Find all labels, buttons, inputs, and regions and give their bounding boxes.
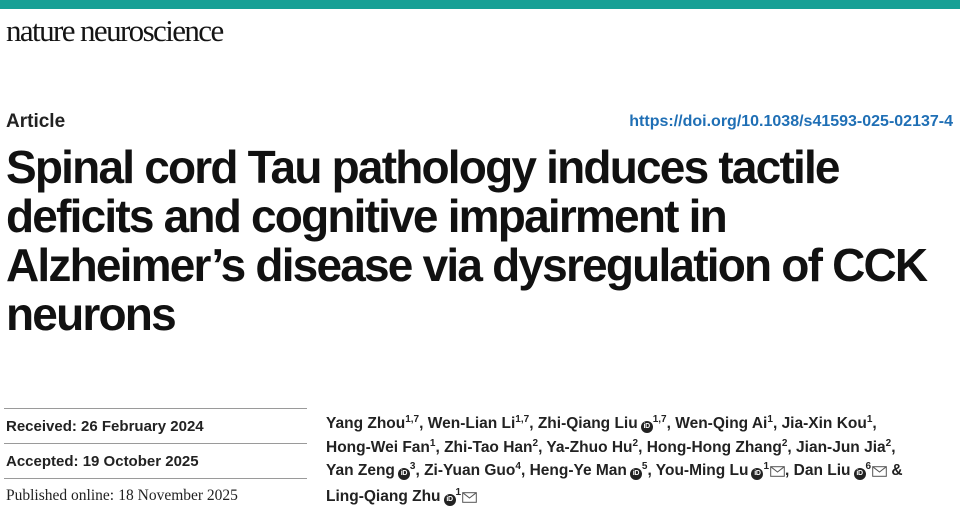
article-type: Article bbox=[6, 111, 66, 132]
envelope-icon[interactable] bbox=[770, 461, 785, 485]
affiliation-superscript: 1 bbox=[763, 460, 770, 472]
affiliation-superscript: 1 bbox=[866, 413, 873, 425]
journal-accent-bar bbox=[0, 0, 960, 9]
author-name[interactable]: Jian-Jun Jia2 bbox=[796, 437, 892, 456]
affiliation-superscript: 4 bbox=[515, 460, 521, 472]
affiliation-superscript: 5 bbox=[641, 460, 648, 472]
author-name[interactable]: Zhi-Qiang Liu iD1,7 bbox=[537, 413, 667, 433]
orcid-icon[interactable]: iD bbox=[629, 468, 642, 480]
author-name[interactable]: Hong-Wei Fan1 bbox=[326, 437, 436, 456]
author-name[interactable]: Yang Zhou1,7 bbox=[326, 413, 420, 432]
orcid-icon[interactable]: iD bbox=[443, 493, 456, 506]
orcid-icon[interactable]: iD bbox=[751, 468, 764, 480]
affiliation-superscript: 1,7 bbox=[652, 413, 667, 425]
author-name[interactable]: Wen-Qing Ai1 bbox=[675, 413, 773, 432]
author-name[interactable]: Zhi-Tao Han2 bbox=[444, 437, 539, 456]
envelope-icon[interactable] bbox=[872, 461, 887, 485]
affiliation-superscript: 1,7 bbox=[405, 413, 420, 425]
author-list: Yang Zhou1,7, Wen-Lian Li1,7, Zhi-Qiang … bbox=[326, 412, 956, 510]
received-date: Received: 26 February 2024 bbox=[4, 408, 307, 443]
author-name[interactable]: You-Ming Lu iD1 bbox=[656, 460, 785, 480]
author-name[interactable]: Ling-Qiang Zhu iD1 bbox=[326, 486, 477, 506]
envelope-icon[interactable] bbox=[462, 487, 477, 511]
author-name[interactable]: Zi-Yuan Guo4 bbox=[424, 460, 521, 479]
published-date: Published online: 18 November 2025 bbox=[4, 478, 307, 513]
author-name[interactable]: Jia-Xin Kou1 bbox=[781, 413, 873, 432]
orcid-icon[interactable]: iD bbox=[397, 468, 410, 480]
affiliation-superscript: 1 bbox=[455, 486, 462, 498]
author-name[interactable]: Wen-Lian Li1,7 bbox=[427, 413, 530, 432]
affiliation-superscript: 1,7 bbox=[515, 413, 530, 425]
affiliation-superscript: 2 bbox=[885, 437, 892, 449]
author-name[interactable]: Heng-Ye Man iD5 bbox=[529, 460, 648, 480]
affiliation-superscript: 1 bbox=[429, 437, 436, 449]
orcid-icon[interactable]: iD bbox=[640, 421, 653, 433]
accepted-date: Accepted: 19 October 2025 bbox=[4, 443, 307, 478]
orcid-icon[interactable]: iD bbox=[853, 468, 866, 480]
affiliation-superscript: 3 bbox=[409, 460, 416, 472]
article-title: Spinal cord Tau pathology induces tactil… bbox=[6, 141, 928, 340]
author-name[interactable]: Dan Liu iD6 bbox=[794, 460, 887, 480]
affiliation-superscript: 1 bbox=[767, 413, 773, 425]
author-name[interactable]: Hong-Hong Zhang2 bbox=[646, 437, 788, 456]
affiliation-superscript: 2 bbox=[532, 437, 539, 449]
affiliation-superscript: 2 bbox=[632, 437, 639, 449]
author-name[interactable]: Yan Zeng iD3 bbox=[326, 460, 416, 480]
doi-link[interactable]: https://doi.org/10.1038/s41593-025-02137… bbox=[629, 113, 953, 130]
author-name[interactable]: Ya-Zhuo Hu2 bbox=[546, 437, 639, 456]
article-dates: Received: 26 February 2024 Accepted: 19 … bbox=[4, 408, 307, 513]
journal-name[interactable]: nature neuroscience bbox=[6, 13, 224, 48]
affiliation-superscript: 6 bbox=[865, 460, 872, 472]
affiliation-superscript: 2 bbox=[781, 437, 788, 449]
